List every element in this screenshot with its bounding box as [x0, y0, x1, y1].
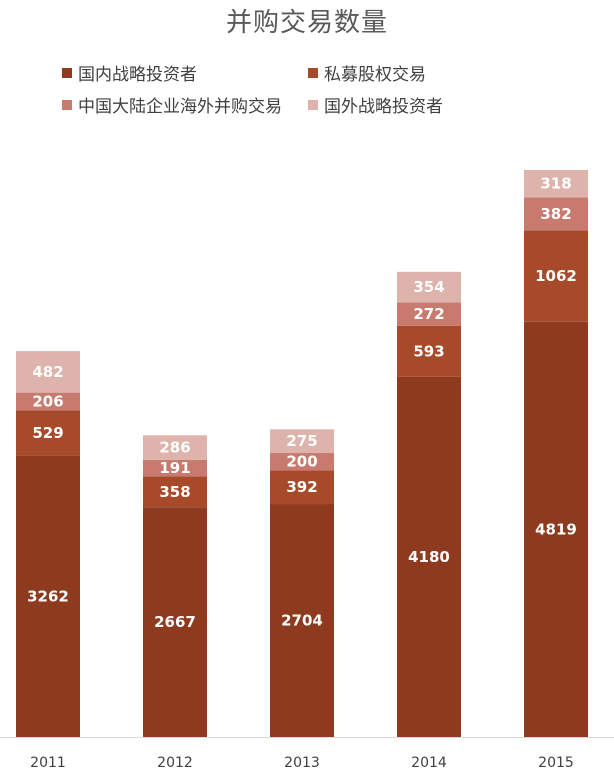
legend-label: 私募股权交易 — [324, 65, 426, 85]
data-label-2014-series-1: 593 — [413, 342, 444, 360]
data-label-2014-series-3: 354 — [413, 278, 444, 296]
data-label-2014-series-0: 4180 — [408, 548, 450, 566]
bar-segment-2015-series-1 — [524, 230, 588, 322]
bar-segment-2014-series-1 — [397, 325, 461, 377]
data-label-2012-series-1: 358 — [159, 483, 190, 501]
x-tick-label-2013: 2013 — [284, 755, 320, 771]
legend-swatch — [62, 67, 72, 78]
data-label-2015-series-0: 4819 — [535, 520, 577, 538]
bar-segment-2011-series-0 — [16, 455, 80, 737]
bar-segment-2012-series-2 — [143, 459, 207, 477]
data-label-2015-series-3: 318 — [540, 175, 571, 193]
bar-segment-2013-series-0 — [270, 504, 334, 737]
bar-segment-2015-series-2 — [524, 197, 588, 231]
legend-label: 国内战略投资者 — [78, 65, 197, 85]
bar-segment-2012-series-1 — [143, 476, 207, 508]
data-label-2011-series-1: 529 — [32, 424, 63, 442]
bar-segment-2015-series-0 — [524, 321, 588, 737]
bar-segment-2013-series-3 — [270, 429, 334, 454]
data-label-2011-series-0: 3262 — [27, 587, 69, 605]
legend-item-foreign-strategic: 国外战略投资者 — [308, 92, 443, 117]
bar-segment-2012-series-3 — [143, 435, 207, 460]
bar-segment-2013-series-2 — [270, 453, 334, 471]
data-label-2011-series-3: 482 — [32, 363, 63, 381]
chart-legend: 国内战略投资者 私募股权交易 中国大陆企业海外并购交易 国外战略投资者 — [0, 0, 614, 130]
bar-segment-2011-series-3 — [16, 351, 80, 393]
bar-segment-2014-series-0 — [397, 376, 461, 737]
data-label-2015-series-2: 382 — [540, 205, 571, 223]
bar-segment-2012-series-0 — [143, 507, 207, 737]
legend-item-domestic-strategic: 国内战略投资者 — [62, 60, 197, 85]
legend-item-outbound-ma: 中国大陆企业海外并购交易 — [62, 92, 282, 117]
legend-swatch — [308, 99, 318, 110]
bar-segment-2013-series-1 — [270, 470, 334, 505]
x-tick-label-2012: 2012 — [157, 755, 193, 771]
data-label-2013-series-3: 275 — [286, 432, 317, 450]
x-tick-label-2014: 2014 — [411, 755, 447, 771]
data-label-2013-series-1: 392 — [286, 478, 317, 496]
legend-label: 中国大陆企业海外并购交易 — [78, 97, 282, 117]
data-label-2012-series-3: 286 — [159, 439, 190, 457]
bar-segment-2014-series-2 — [397, 302, 461, 326]
bar-segment-2015-series-3 — [524, 170, 588, 198]
bar-segment-2011-series-1 — [16, 410, 80, 456]
data-label-2012-series-2: 191 — [159, 459, 190, 477]
data-label-2014-series-2: 272 — [413, 305, 444, 323]
chart-title: 并购交易数量 — [225, 8, 388, 38]
x-tick-label-2015: 2015 — [538, 755, 574, 771]
data-label-2013-series-0: 2704 — [281, 612, 323, 630]
legend-item-private-equity: 私募股权交易 — [308, 60, 426, 85]
bar-segment-2011-series-2 — [16, 392, 80, 411]
data-label-2013-series-2: 200 — [286, 453, 317, 471]
data-label-2011-series-2: 206 — [32, 393, 63, 411]
data-label-2015-series-1: 1062 — [535, 267, 577, 285]
legend-label: 国外战略投资者 — [324, 97, 443, 117]
x-tick-label-2011: 2011 — [30, 755, 66, 771]
legend-swatch — [308, 67, 318, 78]
bar-segment-2014-series-3 — [397, 271, 461, 303]
legend-swatch — [62, 99, 72, 110]
data-label-2012-series-0: 2667 — [154, 613, 196, 631]
